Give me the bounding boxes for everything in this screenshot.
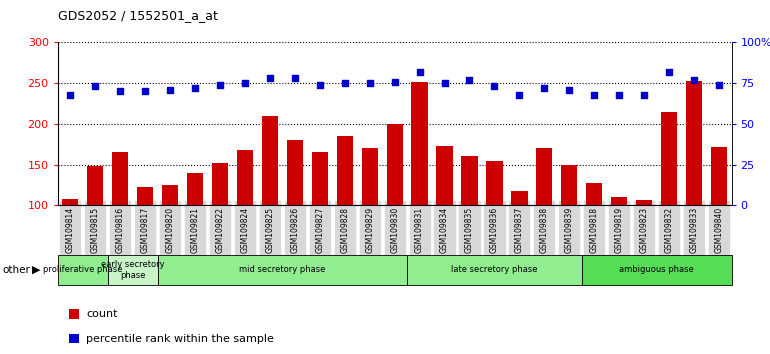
Bar: [611, 197, 628, 287]
Point: [538, 85, 551, 91]
Bar: [686, 81, 702, 287]
Point: [114, 88, 126, 94]
Bar: [58, 255, 108, 285]
Point: [189, 85, 201, 91]
Bar: [69, 309, 79, 319]
Bar: [437, 146, 453, 287]
Point: [139, 88, 151, 94]
Bar: [336, 136, 353, 287]
Point: [239, 80, 251, 86]
Bar: [407, 255, 582, 285]
Point: [713, 82, 725, 88]
Point: [563, 87, 575, 92]
Bar: [362, 148, 378, 287]
Bar: [536, 148, 552, 287]
Point: [214, 82, 226, 88]
Text: mid secretory phase: mid secretory phase: [239, 266, 326, 274]
Text: late secretory phase: late secretory phase: [451, 266, 537, 274]
Point: [438, 80, 450, 86]
Bar: [711, 147, 727, 287]
Text: ambiguous phase: ambiguous phase: [619, 266, 694, 274]
Point: [488, 84, 500, 89]
Bar: [661, 112, 678, 287]
Bar: [487, 161, 503, 287]
Bar: [461, 156, 477, 287]
Bar: [87, 166, 103, 287]
Bar: [108, 255, 158, 285]
Point: [413, 69, 426, 75]
Point: [688, 77, 700, 83]
Bar: [262, 116, 278, 287]
Bar: [286, 140, 303, 287]
Bar: [187, 173, 203, 287]
Bar: [387, 124, 403, 287]
Text: GDS2052 / 1552501_a_at: GDS2052 / 1552501_a_at: [58, 9, 218, 22]
Point: [263, 75, 276, 81]
Text: proliferative phase: proliferative phase: [43, 266, 122, 274]
Text: other: other: [2, 265, 30, 275]
Point: [663, 69, 675, 75]
Bar: [62, 199, 79, 287]
Text: count: count: [86, 309, 118, 319]
Bar: [162, 185, 178, 287]
Point: [313, 82, 326, 88]
Bar: [561, 165, 578, 287]
Bar: [636, 200, 652, 287]
Bar: [158, 255, 407, 285]
Point: [588, 92, 601, 97]
Bar: [69, 334, 79, 343]
Bar: [137, 187, 153, 287]
Text: percentile rank within the sample: percentile rank within the sample: [86, 334, 274, 344]
Bar: [586, 183, 602, 287]
Bar: [582, 255, 732, 285]
Point: [613, 92, 625, 97]
Text: early secretory
phase: early secretory phase: [101, 260, 165, 280]
Point: [363, 80, 376, 86]
Point: [514, 92, 526, 97]
Point: [388, 79, 400, 84]
Bar: [237, 150, 253, 287]
Point: [638, 92, 651, 97]
Point: [289, 75, 301, 81]
Bar: [411, 81, 427, 287]
Point: [64, 92, 76, 97]
Bar: [112, 152, 129, 287]
Bar: [212, 163, 228, 287]
Bar: [312, 152, 328, 287]
Point: [164, 87, 176, 92]
Point: [89, 84, 102, 89]
Point: [339, 80, 351, 86]
Point: [464, 77, 476, 83]
Text: ▶: ▶: [32, 265, 41, 275]
Bar: [511, 192, 527, 287]
